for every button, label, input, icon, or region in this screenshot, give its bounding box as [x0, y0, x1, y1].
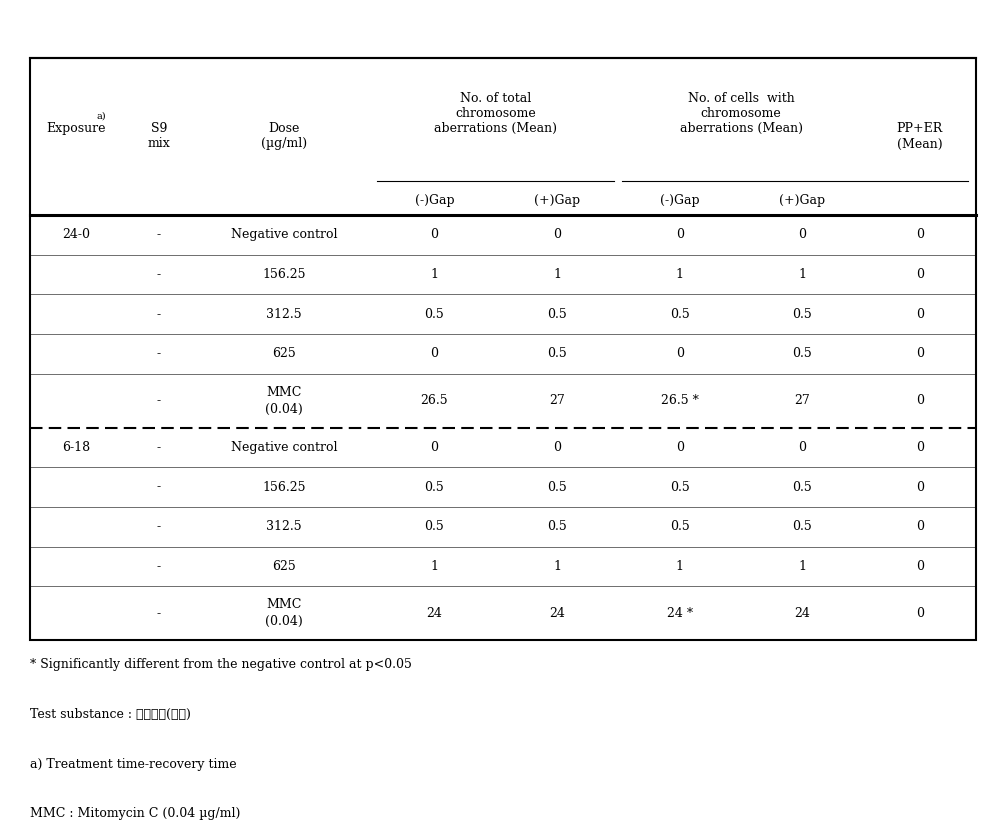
Text: Test substance : 귀두라미(분말): Test substance : 귀두라미(분말) [30, 708, 191, 721]
Text: 0: 0 [915, 480, 924, 494]
Text: Negative control: Negative control [230, 441, 337, 454]
Text: No. of total
chromosome
aberrations (Mean): No. of total chromosome aberrations (Mea… [435, 93, 557, 135]
Text: 1: 1 [431, 560, 439, 573]
Text: 0.5: 0.5 [547, 520, 567, 533]
Text: (+)Gap: (+)Gap [534, 194, 580, 207]
Text: 0: 0 [915, 560, 924, 573]
Text: MMC : Mitomycin C (0.04 µg/ml): MMC : Mitomycin C (0.04 µg/ml) [30, 807, 240, 820]
Text: 625: 625 [273, 347, 296, 361]
Text: 1: 1 [676, 560, 684, 573]
Text: 1: 1 [431, 268, 439, 281]
Text: 27: 27 [795, 394, 810, 407]
Text: Negative control: Negative control [230, 228, 337, 241]
Text: -: - [157, 308, 161, 321]
Text: 0: 0 [676, 441, 684, 454]
Text: 312.5: 312.5 [267, 520, 302, 533]
Text: 0.5: 0.5 [425, 520, 445, 533]
Text: 0.5: 0.5 [670, 308, 689, 321]
Text: * Significantly different from the negative control at p<0.05: * Significantly different from the negat… [30, 658, 412, 672]
Text: 0: 0 [431, 228, 439, 241]
Bar [30, 58, 976, 640]
Text: (-)Gap: (-)Gap [660, 194, 699, 207]
Text: Exposure: Exposure [46, 122, 106, 135]
Text: 0: 0 [431, 441, 439, 454]
Text: -: - [157, 394, 161, 407]
Text: 26.5: 26.5 [421, 394, 449, 407]
Text: 0: 0 [799, 441, 807, 454]
Text: MMC
(0.04): MMC (0.04) [266, 385, 303, 416]
Text: 24-0: 24-0 [62, 228, 91, 241]
Text: 312.5: 312.5 [267, 308, 302, 321]
Text: -: - [157, 347, 161, 361]
Text: 0: 0 [431, 347, 439, 361]
Text: 1: 1 [553, 560, 561, 573]
Text: 0.5: 0.5 [670, 520, 689, 533]
Text: 0: 0 [915, 394, 924, 407]
Text: 24 *: 24 * [667, 607, 693, 619]
Text: 0: 0 [915, 347, 924, 361]
Text: -: - [157, 560, 161, 573]
Text: 0.5: 0.5 [425, 480, 445, 494]
Text: 27: 27 [549, 394, 565, 407]
Text: 0.5: 0.5 [793, 480, 812, 494]
Text: 0: 0 [553, 228, 561, 241]
Text: 24: 24 [549, 607, 565, 619]
Text: -: - [157, 228, 161, 241]
Text: PP+ER
(Mean): PP+ER (Mean) [896, 122, 943, 151]
Text: 0.5: 0.5 [547, 347, 567, 361]
Text: 1: 1 [553, 268, 561, 281]
Text: 0.5: 0.5 [425, 308, 445, 321]
Text: -: - [157, 480, 161, 494]
Text: 26.5 *: 26.5 * [661, 394, 699, 407]
Text: 0: 0 [676, 228, 684, 241]
Text: 1: 1 [799, 268, 807, 281]
Text: 0: 0 [915, 268, 924, 281]
Text: 0: 0 [915, 441, 924, 454]
Text: 0.5: 0.5 [670, 480, 689, 494]
Text: 24: 24 [795, 607, 810, 619]
Text: -: - [157, 441, 161, 454]
Text: a): a) [97, 112, 107, 120]
Text: 0: 0 [915, 607, 924, 619]
Text: 0.5: 0.5 [793, 520, 812, 533]
Text: a) Treatment time-recovery time: a) Treatment time-recovery time [30, 758, 236, 771]
Text: S9
mix: S9 mix [148, 122, 170, 151]
Text: (-)Gap: (-)Gap [414, 194, 455, 207]
Text: 0: 0 [915, 520, 924, 533]
Text: 1: 1 [799, 560, 807, 573]
Text: 6-18: 6-18 [62, 441, 91, 454]
Text: No. of cells  with
chromosome
aberrations (Mean): No. of cells with chromosome aberrations… [680, 93, 803, 135]
Text: 0.5: 0.5 [547, 480, 567, 494]
Text: 0: 0 [553, 441, 561, 454]
Text: 156.25: 156.25 [263, 268, 306, 281]
Text: (+)Gap: (+)Gap [780, 194, 826, 207]
Text: 0: 0 [799, 228, 807, 241]
Text: MMC
(0.04): MMC (0.04) [266, 598, 303, 629]
Text: -: - [157, 268, 161, 281]
Text: 24: 24 [427, 607, 443, 619]
Text: 0: 0 [915, 228, 924, 241]
Text: 0.5: 0.5 [793, 347, 812, 361]
Text: Dose
(µg/ml): Dose (µg/ml) [261, 122, 307, 151]
Text: 1: 1 [676, 268, 684, 281]
Text: 0.5: 0.5 [547, 308, 567, 321]
Text: 156.25: 156.25 [263, 480, 306, 494]
Text: 0: 0 [915, 308, 924, 321]
Text: 625: 625 [273, 560, 296, 573]
Text: 0: 0 [676, 347, 684, 361]
Text: -: - [157, 520, 161, 533]
Text: 0.5: 0.5 [793, 308, 812, 321]
Text: -: - [157, 607, 161, 619]
